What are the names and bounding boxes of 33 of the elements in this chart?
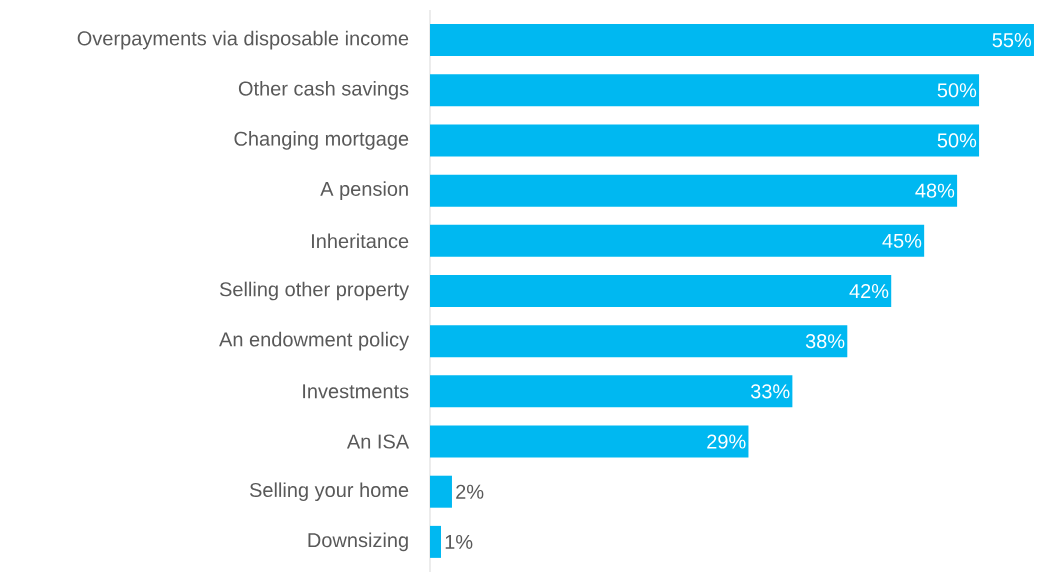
y-tick-label: Downsizing xyxy=(308,532,408,552)
bar xyxy=(430,174,958,207)
bar xyxy=(430,325,848,358)
data-label: 50% xyxy=(937,133,977,148)
data-label: 50% xyxy=(937,83,977,98)
data-label: 45% xyxy=(882,233,922,248)
bar xyxy=(430,375,793,408)
y-tick-label: A pension xyxy=(320,181,408,200)
data-label: 48% xyxy=(915,183,955,198)
bar xyxy=(430,24,1034,57)
bar xyxy=(430,74,980,107)
bar xyxy=(430,475,452,508)
y-tick-label: Selling other property xyxy=(219,281,410,301)
y-tick-label: An ISA xyxy=(346,434,410,449)
data-label: 42% xyxy=(849,283,889,299)
bar xyxy=(430,224,925,257)
y-tick-label: Selling your home xyxy=(249,482,409,502)
data-label: 55% xyxy=(992,33,1032,48)
y-tick-label: Investments xyxy=(303,384,409,399)
bar xyxy=(430,124,980,157)
data-label: 1% xyxy=(445,534,473,549)
y-tick-label: Other cash savings xyxy=(238,80,409,100)
data-label: 2% xyxy=(456,484,484,499)
bar xyxy=(430,425,749,458)
y-tick-label: Inheritance xyxy=(312,233,409,249)
y-tick-label: Overpayments via disposable income xyxy=(77,30,409,50)
data-label: 38% xyxy=(805,334,845,349)
y-tick-label: An endowment policy xyxy=(219,331,410,351)
bar xyxy=(430,274,892,307)
y-tick-label: Changing mortgage xyxy=(234,131,409,150)
data-label: 29% xyxy=(707,434,746,449)
bar xyxy=(430,525,441,558)
data-label: 33% xyxy=(750,384,790,399)
